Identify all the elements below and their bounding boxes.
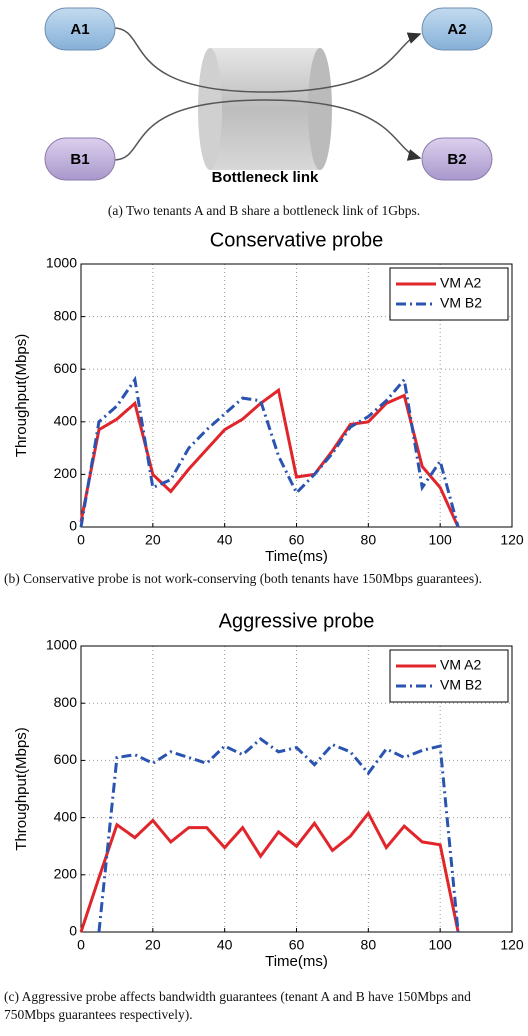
y-tick-label: 400 [54, 808, 78, 824]
x-tick-label: 120 [500, 937, 524, 953]
link-cylinder-end [308, 48, 332, 170]
x-axis-label: Time(ms) [265, 953, 328, 970]
legend-label: VM A2 [440, 657, 481, 673]
y-tick-label: 1000 [46, 637, 77, 653]
node-label: B1 [70, 151, 89, 168]
y-tick-label: 0 [69, 923, 77, 939]
x-tick-label: 0 [77, 532, 85, 548]
node [421, 7, 493, 51]
chart-title: Aggressive probe [219, 610, 375, 632]
x-tick-label: 60 [289, 937, 305, 953]
y-axis-label: Throughput(Mbps) [13, 334, 30, 457]
plot-frame [80, 645, 513, 933]
x-tick-label: 20 [145, 532, 161, 548]
x-tick-label: 80 [361, 532, 377, 548]
legend-label: VM B2 [440, 295, 482, 311]
x-tick-label: 40 [217, 532, 233, 548]
y-tick-label: 200 [54, 866, 78, 882]
y-tick-label: 200 [54, 465, 78, 481]
series-line [79, 375, 460, 528]
node [44, 7, 116, 51]
link-cylinder [210, 48, 320, 170]
flow-b [114, 99, 422, 161]
y-axis-label: Throughput(Mbps) [13, 727, 30, 850]
legend-box [389, 649, 509, 703]
series-line [79, 387, 460, 528]
x-tick-label: 80 [361, 937, 377, 953]
node [421, 137, 493, 181]
x-tick-label: 120 [500, 532, 524, 548]
caption: (c) Aggressive probe affects bandwidth g… [4, 989, 471, 1022]
node [44, 137, 116, 181]
chart-title: Conservative probe [210, 229, 383, 251]
x-tick-label: 60 [289, 532, 305, 548]
node-label: A2 [447, 21, 466, 38]
node-label: B2 [447, 151, 466, 168]
plot-frame [80, 263, 513, 528]
link-label: Bottleneck link [212, 169, 319, 186]
caption: (b) Conservative probe is not work-conse… [4, 571, 483, 586]
caption: (a) Two tenants A and B share a bottlene… [107, 203, 421, 218]
y-tick-label: 600 [54, 751, 78, 767]
legend-label: VM A2 [440, 275, 481, 291]
legend-label: VM B2 [440, 677, 482, 693]
series-line [79, 810, 460, 933]
y-tick-label: 1000 [46, 255, 77, 271]
x-tick-label: 100 [428, 937, 452, 953]
y-tick-label: 800 [54, 307, 78, 323]
flow-a [114, 27, 422, 93]
diagram: A1 A2 B1 B2 Bottleneck link [44, 7, 493, 186]
y-tick-label: 400 [54, 413, 78, 429]
x-axis-label: Time(ms) [265, 548, 328, 565]
link-cylinder-end [198, 48, 222, 170]
x-tick-label: 100 [428, 532, 452, 548]
x-tick-label: 0 [77, 937, 85, 953]
y-tick-label: 0 [69, 518, 77, 534]
x-tick-label: 40 [217, 937, 233, 953]
x-tick-label: 20 [145, 937, 161, 953]
y-tick-label: 600 [54, 360, 78, 376]
y-tick-label: 800 [54, 694, 78, 710]
legend-box [389, 267, 509, 321]
series-line [97, 737, 460, 933]
node-label: A1 [70, 21, 89, 38]
